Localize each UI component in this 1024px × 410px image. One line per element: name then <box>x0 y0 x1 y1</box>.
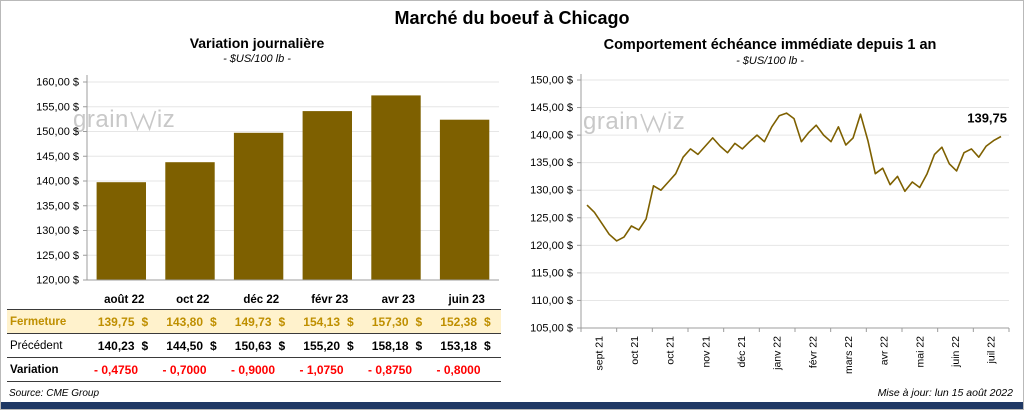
svg-text:140,00 $: 140,00 $ <box>530 130 573 142</box>
source-note: Source: CME Group <box>9 388 100 399</box>
svg-text:105,00 $: 105,00 $ <box>530 323 573 335</box>
watermark-text: iz <box>156 106 176 133</box>
variation-value: - 0,8750 <box>364 357 433 382</box>
grainwiz-watermark: grain iz <box>73 106 175 134</box>
svg-text:150,00 $: 150,00 $ <box>36 126 79 138</box>
bar-chart-area: grain iz 160,00 $ 155,00 $ 150,00 $ 145,00 … <box>7 66 507 288</box>
category-label: avr 23 <box>381 293 415 306</box>
bar <box>233 132 284 280</box>
category-label: oct 22 <box>176 293 210 306</box>
svg-text:150,00 $: 150,00 $ <box>530 75 573 87</box>
updated-note: Mise à jour: lun 15 août 2022 <box>877 387 1013 399</box>
one-year-panel: Comportement échéance immédiate depuis 1… <box>519 37 1021 393</box>
line-chart-svg: 150,00 $ 145,00 $ 140,00 $ 135,00 $ 130,00 $… <box>530 74 1010 374</box>
watermark-text: grain <box>583 108 639 135</box>
bar-chart-subtitle: - $US/100 lb - <box>223 53 291 65</box>
bar <box>165 162 215 280</box>
fermeture-value: 143,80 $ <box>158 309 227 334</box>
category-label: févr 23 <box>311 293 349 306</box>
footer-accent-bar <box>1 402 1023 409</box>
category-label: juin 23 <box>448 293 485 306</box>
bar <box>302 111 352 280</box>
svg-text:135,00 $: 135,00 $ <box>36 200 79 212</box>
svg-text:oct 21: oct 21 <box>629 336 641 365</box>
fermeture-value: 157,30 $ <box>364 309 433 334</box>
precedent-value: 153,18 $ <box>432 333 501 358</box>
daily-variation-bar-chart: 160,00 $ 155,00 $ 150,00 $ 145,00 $ 140,00 $… <box>7 66 507 288</box>
bar-chart-title: Variation journalière <box>189 35 325 51</box>
precedent-value: 140,23 $ <box>90 333 159 358</box>
variation-label: Variation <box>7 357 90 382</box>
precedent-value: 144,50 $ <box>158 333 227 358</box>
svg-text:160,00 $: 160,00 $ <box>36 77 79 89</box>
fermeture-value: 139,75 $ <box>90 309 159 334</box>
bar <box>96 182 146 280</box>
last-price-label: 139,75 <box>967 111 1007 126</box>
svg-text:145,00 $: 145,00 $ <box>36 151 79 163</box>
svg-text:145,00 $: 145,00 $ <box>530 102 573 114</box>
category-label: août 22 <box>104 293 145 306</box>
fermeture-value: 152,38 $ <box>432 309 501 334</box>
category-label: déc 22 <box>243 293 280 306</box>
variation-value: - 1,0750 <box>295 357 364 382</box>
svg-text:sept 21: sept 21 <box>593 336 605 371</box>
bar <box>439 119 490 280</box>
svg-text:nov 21: nov 21 <box>700 336 712 368</box>
fermeture-row: Fermeture 139,75 $143,80 $149,73 $154,13 $157… <box>7 309 501 334</box>
bar-chart-svg: 160,00 $ 155,00 $ 150,00 $ 145,00 $ 140,00 $… <box>36 75 499 287</box>
category-header-row: août 22 oct 22 déc 22 févr 23 avr 23 juin 23 <box>7 290 501 310</box>
line-chart-title: Comportement échéance immédiate depuis 1… <box>603 37 937 53</box>
watermark-text: iz <box>666 108 686 135</box>
category-header-spacer <box>7 290 90 310</box>
fermeture-value: 149,73 $ <box>227 309 296 334</box>
variation-value: - 0,9000 <box>227 357 296 382</box>
one-year-line-chart: 150,00 $ 145,00 $ 140,00 $ 135,00 $ 130,00 $… <box>519 68 1021 393</box>
price-line <box>586 112 1002 242</box>
svg-text:125,00 $: 125,00 $ <box>36 250 79 262</box>
svg-text:155,00 $: 155,00 $ <box>36 101 79 113</box>
fermeture-value: 154,13 $ <box>295 309 364 334</box>
precedent-value: 158,18 $ <box>364 333 433 358</box>
page-title: Marché du boeuf à Chicago <box>394 8 630 28</box>
fermeture-label: Fermeture <box>7 309 90 334</box>
variation-row: Variation - 0,4750- 0,7000- 0,9000- 1,075… <box>7 357 501 382</box>
watermark-text: grain <box>73 106 129 133</box>
svg-text:déc 21: déc 21 <box>736 336 748 368</box>
svg-text:125,00 $: 125,00 $ <box>530 212 573 224</box>
svg-text:avr 22: avr 22 <box>879 336 891 365</box>
svg-text:120,00 $: 120,00 $ <box>36 275 79 287</box>
svg-text:115,00 $: 115,00 $ <box>531 267 573 279</box>
precedent-value: 150,63 $ <box>227 333 296 358</box>
svg-text:juin 22: juin 22 <box>950 336 962 368</box>
variation-value: - 0,4750 <box>90 357 159 382</box>
bar <box>371 95 421 281</box>
grainwiz-watermark: grain iz <box>583 108 685 136</box>
svg-text:oct 21: oct 21 <box>665 336 677 365</box>
variation-value: - 0,7000 <box>158 357 227 382</box>
variation-value: - 0,8000 <box>432 357 501 382</box>
svg-text:juil 22: juil 22 <box>986 336 998 365</box>
zigzag-w-icon <box>639 111 667 133</box>
svg-text:135,00 $: 135,00 $ <box>530 157 573 169</box>
svg-text:mars 22: mars 22 <box>843 336 855 374</box>
svg-text:140,00 $: 140,00 $ <box>36 176 79 188</box>
daily-variation-panel: Variation journalière - $US/100 lb - gra… <box>7 35 507 382</box>
line-chart-subtitle: - $US/100 lb - <box>736 55 804 67</box>
precedent-row: Précédent 140,23 $144,50 $150,63 $155,20 $158… <box>7 333 501 358</box>
svg-text:110,00 $: 110,00 $ <box>531 295 573 307</box>
precedent-value: 155,20 $ <box>295 333 364 358</box>
svg-text:130,00 $: 130,00 $ <box>36 225 79 237</box>
svg-text:130,00 $: 130,00 $ <box>530 185 573 197</box>
quote-table: août 22 oct 22 déc 22 févr 23 avr 23 juin 23 F… <box>7 290 501 382</box>
zigzag-w-icon <box>129 109 157 131</box>
svg-text:févr 22: févr 22 <box>807 336 819 368</box>
svg-text:janv 22: janv 22 <box>772 336 784 371</box>
line-chart-area: grain iz 150,00 $ 145,00 $ 140,00 $ 135,00 … <box>519 68 1021 393</box>
svg-text:mai 22: mai 22 <box>914 336 926 368</box>
svg-text:120,00 $: 120,00 $ <box>530 240 573 252</box>
precedent-label: Précédent <box>7 333 90 358</box>
